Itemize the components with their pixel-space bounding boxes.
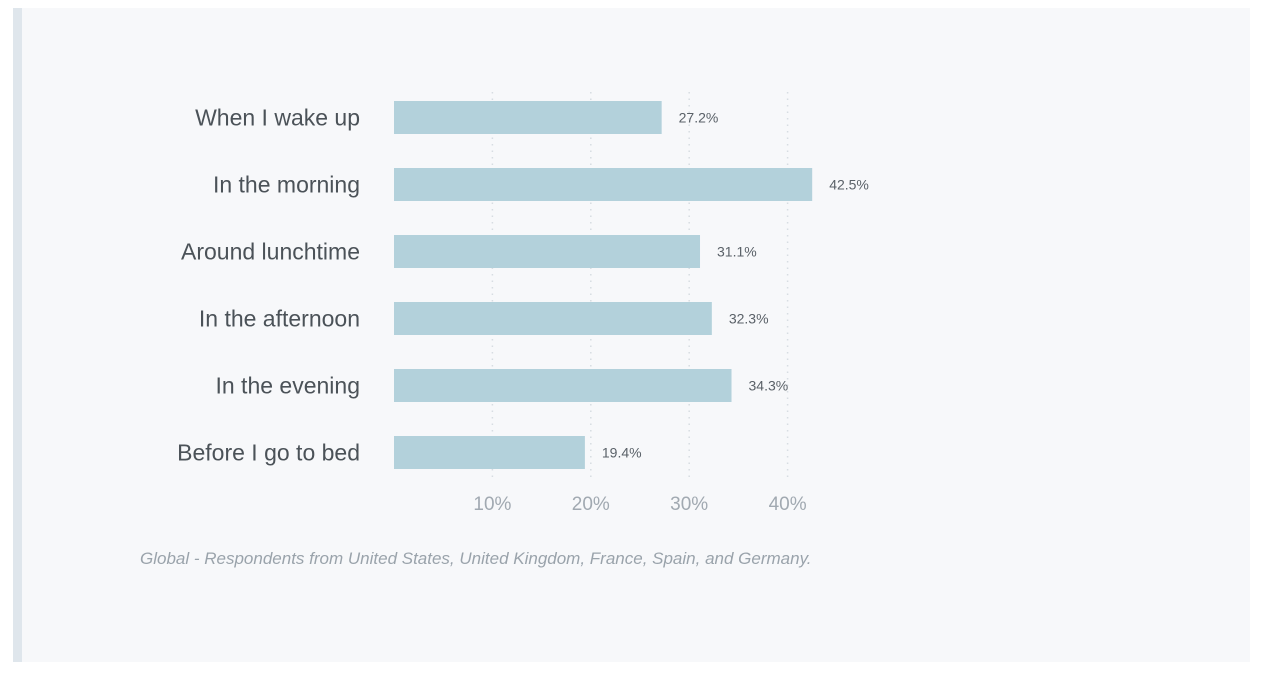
value-label: 19.4% <box>602 445 642 461</box>
bar <box>394 235 701 268</box>
value-label: 42.5% <box>829 177 869 193</box>
x-tick-label: 10% <box>473 494 511 515</box>
x-tick-label: 40% <box>769 494 807 515</box>
category-label: When I wake up <box>195 105 360 131</box>
bar <box>394 101 662 134</box>
bar <box>394 168 813 201</box>
bar <box>394 369 732 402</box>
bars <box>394 101 813 469</box>
bar <box>394 302 712 335</box>
chart-caption: Global - Respondents from United States,… <box>140 549 812 568</box>
gridlines <box>491 92 789 478</box>
category-label: Around lunchtime <box>181 239 360 265</box>
category-label: In the evening <box>215 373 360 399</box>
labels: 10% 20% 30% 40% When I wake up 27.2% In the mo… <box>177 105 869 516</box>
value-label: 27.2% <box>679 110 719 126</box>
category-label: In the morning <box>213 172 360 198</box>
x-tick-label: 20% <box>572 494 610 515</box>
value-label: 32.3% <box>729 311 769 327</box>
card-accent-bar <box>13 8 22 662</box>
value-label: 31.1% <box>717 244 757 260</box>
bar <box>394 436 585 469</box>
category-label: In the afternoon <box>199 306 360 332</box>
value-label: 34.3% <box>749 378 789 394</box>
category-label: Before I go to bed <box>177 440 360 466</box>
x-tick-label: 30% <box>670 494 708 515</box>
